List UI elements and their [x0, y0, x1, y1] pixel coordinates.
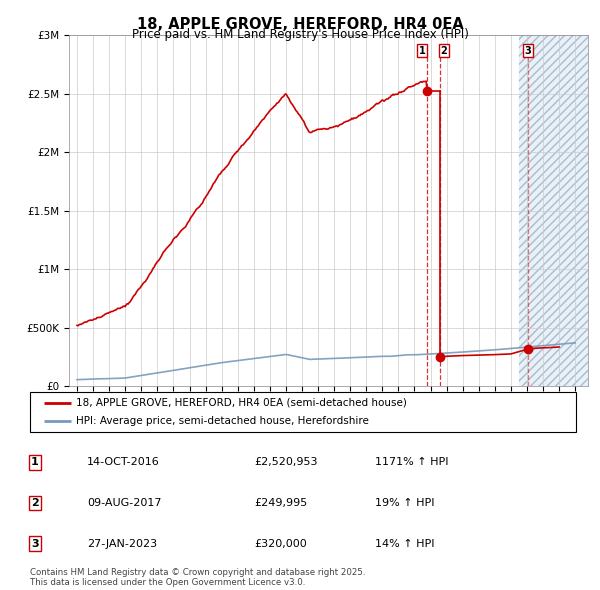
Text: 2: 2 [440, 45, 447, 55]
Bar [519, 35, 588, 386]
Text: Price paid vs. HM Land Registry's House Price Index (HPI): Price paid vs. HM Land Registry's House … [131, 28, 469, 41]
Text: HPI: Average price, semi-detached house, Herefordshire: HPI: Average price, semi-detached house,… [76, 416, 369, 426]
Text: £320,000: £320,000 [254, 539, 307, 549]
Text: £2,520,953: £2,520,953 [254, 457, 317, 467]
Text: £249,995: £249,995 [254, 498, 307, 508]
Text: 27-JAN-2023: 27-JAN-2023 [87, 539, 157, 549]
Text: 14% ↑ HPI: 14% ↑ HPI [375, 539, 434, 549]
Text: 3: 3 [31, 539, 39, 549]
Text: 3: 3 [525, 45, 532, 55]
Text: Contains HM Land Registry data © Crown copyright and database right 2025.
This d: Contains HM Land Registry data © Crown c… [30, 568, 365, 587]
Text: 1: 1 [419, 45, 425, 55]
Text: 1171% ↑ HPI: 1171% ↑ HPI [375, 457, 448, 467]
Text: 18, APPLE GROVE, HEREFORD, HR4 0EA (semi-detached house): 18, APPLE GROVE, HEREFORD, HR4 0EA (semi… [76, 398, 407, 408]
Text: 18, APPLE GROVE, HEREFORD, HR4 0EA: 18, APPLE GROVE, HEREFORD, HR4 0EA [137, 17, 463, 31]
Text: 09-AUG-2017: 09-AUG-2017 [87, 498, 161, 508]
Text: 14-OCT-2016: 14-OCT-2016 [87, 457, 160, 467]
Text: 19% ↑ HPI: 19% ↑ HPI [375, 498, 434, 508]
Text: 1: 1 [31, 457, 39, 467]
Bar [519, 35, 588, 386]
Text: 2: 2 [31, 498, 39, 508]
